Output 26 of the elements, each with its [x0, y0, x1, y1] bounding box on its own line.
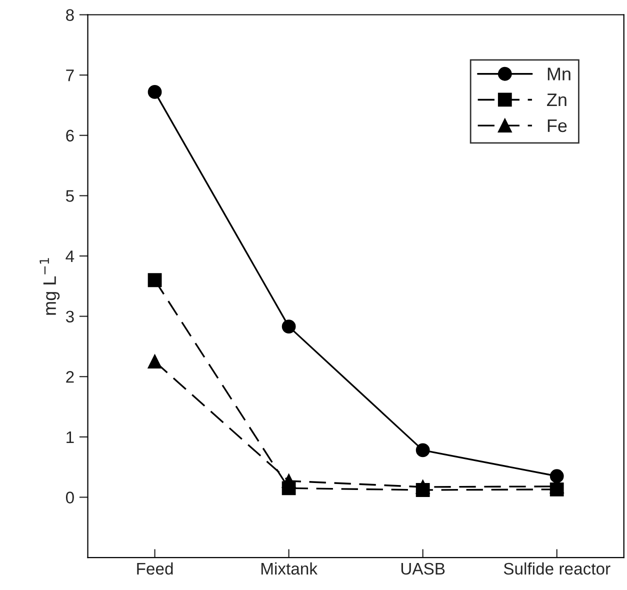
point	[148, 273, 162, 288]
y-tick-label: 0	[66, 492, 74, 504]
point	[550, 469, 564, 484]
y-tick-label: 6	[66, 130, 74, 142]
legend-label: Zn	[546, 94, 566, 106]
legend-label: Mn	[548, 68, 570, 80]
y-tick-label: 1	[66, 432, 74, 443]
point	[148, 85, 162, 99]
x-tick-label: Feed	[137, 562, 173, 575]
point	[282, 481, 296, 496]
y-axis-title: mg L$^{−1}$	[40, 258, 60, 315]
point	[282, 320, 296, 334]
x-tick-label: Mixtank	[261, 562, 318, 575]
point	[550, 482, 564, 496]
y-tick-label: 8	[66, 9, 74, 21]
x-tick-label: UASB	[401, 562, 445, 575]
legend-label: Fe	[548, 119, 567, 132]
y-tick-label: 2	[66, 371, 74, 383]
y-tick-label: 4	[66, 250, 74, 262]
point	[148, 354, 162, 368]
y-tick-label: 7	[66, 70, 74, 82]
point	[416, 443, 430, 458]
x-tick-label: Sulfide reactor	[504, 562, 610, 575]
point	[416, 483, 430, 497]
y-tick-label: 5	[66, 190, 74, 202]
y-tick-label: 3	[66, 310, 74, 323]
